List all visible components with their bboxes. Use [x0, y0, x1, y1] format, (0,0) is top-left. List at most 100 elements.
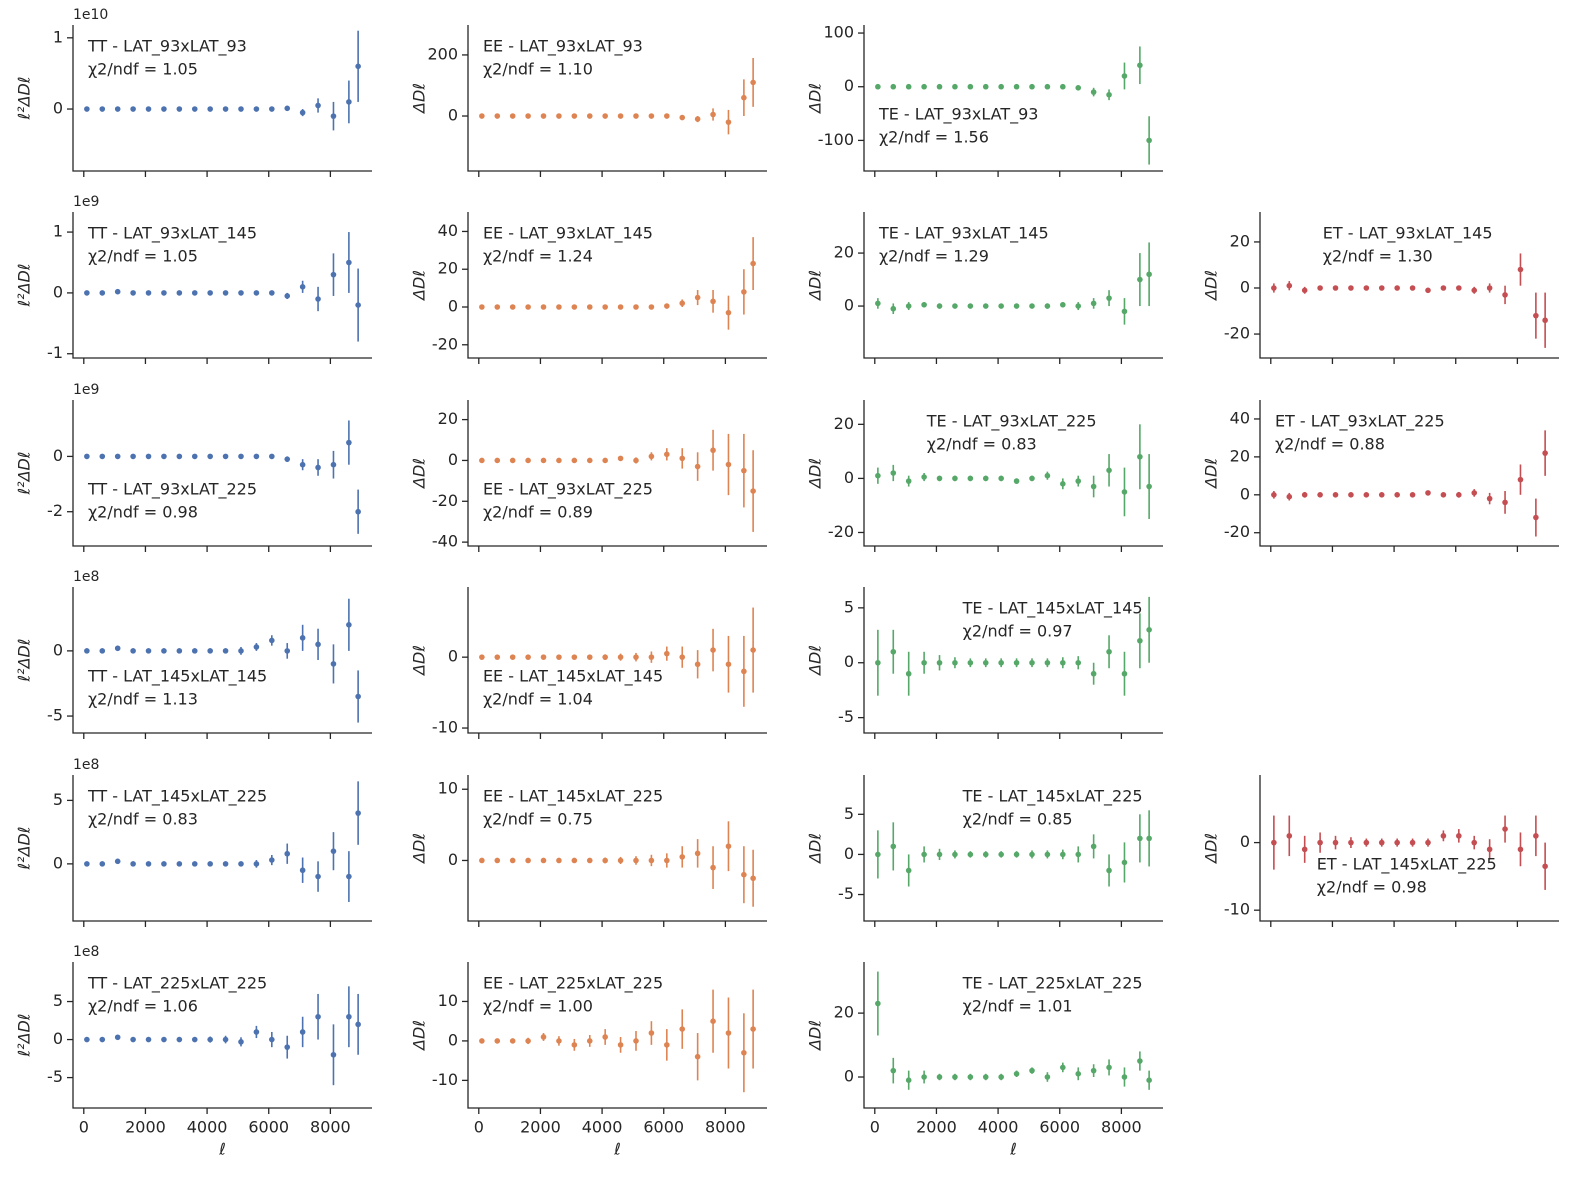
data-point [694, 1053, 701, 1060]
data-point [905, 303, 912, 309]
data-point [1146, 137, 1152, 144]
x-tick-label: 6000 [1039, 1118, 1080, 1137]
offset-label: 1e8 [73, 569, 99, 585]
data-point [284, 1044, 291, 1050]
data-point [84, 648, 90, 654]
offset-label: 1e8 [73, 944, 99, 960]
data-point [145, 106, 152, 112]
data-point [1542, 450, 1548, 456]
data-point [1348, 492, 1354, 498]
data-point [586, 857, 593, 864]
data-point [355, 693, 361, 700]
y-tick-label: -5 [838, 707, 854, 726]
panel-title: EE - LAT_93xLAT_93 [483, 37, 643, 57]
y-axis-label: ΔDℓ [806, 458, 825, 490]
data-point [1075, 1071, 1082, 1077]
data-point [1363, 285, 1370, 291]
data-point [890, 470, 897, 476]
data-point [1471, 490, 1478, 496]
data-point [1363, 492, 1370, 498]
data-point [161, 1036, 167, 1043]
data-point [936, 851, 943, 858]
data-point [315, 296, 321, 302]
data-point [617, 857, 624, 864]
data-point [1060, 851, 1066, 858]
data-point [921, 659, 927, 666]
annotation: χ2/ndf = 1.06 [88, 997, 198, 1016]
data-point [99, 453, 106, 460]
data-point [664, 113, 670, 119]
data-point [1332, 285, 1339, 291]
data-point [1106, 648, 1112, 655]
y-tick-label: 0 [448, 1030, 458, 1049]
data-point [540, 1034, 547, 1040]
y-tick-label: -5 [47, 706, 63, 725]
x-axis-label: ℓ [218, 1140, 226, 1159]
data-point [222, 861, 229, 867]
y-tick-label: 40 [438, 221, 458, 240]
y-tick-label: 20 [834, 243, 854, 262]
y-tick-label: 0 [448, 850, 458, 869]
data-point [145, 290, 152, 296]
data-point [1301, 846, 1308, 853]
data-point [1425, 287, 1431, 294]
y-tick-label: 20 [834, 414, 854, 433]
data-point [1013, 1071, 1020, 1077]
data-point [238, 290, 244, 296]
data-point [741, 467, 747, 474]
data-point [222, 648, 229, 654]
data-point [1332, 492, 1339, 498]
data-point [679, 1026, 686, 1032]
data-point [114, 288, 121, 295]
data-point [936, 659, 943, 666]
data-point [602, 113, 608, 119]
annotation: χ2/ndf = 1.00 [483, 997, 593, 1016]
data-point [1044, 1074, 1051, 1080]
data-point [145, 1036, 152, 1043]
data-point [967, 659, 974, 666]
data-point [1044, 851, 1051, 858]
data-point [710, 447, 716, 454]
x-tick-label: 8000 [1101, 1118, 1142, 1137]
x-tick-label: 8000 [705, 1118, 746, 1137]
data-point [494, 457, 501, 464]
y-tick-label: 40 [1230, 408, 1250, 427]
data-point [161, 453, 167, 460]
data-point [617, 113, 624, 119]
data-point [741, 94, 747, 101]
y-tick-label: 0 [1240, 484, 1250, 503]
x-tick-label: 2000 [916, 1118, 957, 1137]
data-point [99, 1036, 106, 1043]
panel-title: TT - LAT_145xLAT_225 [87, 787, 267, 807]
data-point [525, 654, 531, 660]
data-point [207, 648, 213, 654]
data-point [222, 453, 229, 460]
data-point [299, 867, 306, 874]
data-point [145, 861, 152, 867]
data-point [509, 304, 516, 310]
data-point [269, 453, 275, 460]
axis-spine [467, 775, 767, 922]
data-point [556, 654, 562, 660]
data-point [509, 457, 516, 464]
data-point [330, 461, 337, 468]
data-point [346, 1013, 352, 1020]
data-point [330, 1051, 337, 1058]
y-tick-label: 0 [1240, 832, 1250, 851]
data-point [253, 453, 260, 460]
data-point [1394, 839, 1400, 846]
data-point [540, 857, 547, 864]
data-point [967, 83, 974, 90]
panel-title: TE - LAT_145xLAT_145 [962, 599, 1143, 619]
panel-title: EE - LAT_93xLAT_145 [483, 224, 653, 244]
data-point [679, 114, 686, 121]
data-point [1317, 492, 1323, 498]
y-tick-label: 20 [1230, 231, 1250, 250]
data-point [725, 119, 732, 125]
data-point [253, 1029, 260, 1035]
x-tick-label: 0 [474, 1118, 484, 1137]
data-point [633, 304, 639, 310]
annotation: χ2/ndf = 0.89 [483, 503, 593, 522]
data-point [238, 1039, 244, 1045]
data-point [330, 113, 337, 119]
